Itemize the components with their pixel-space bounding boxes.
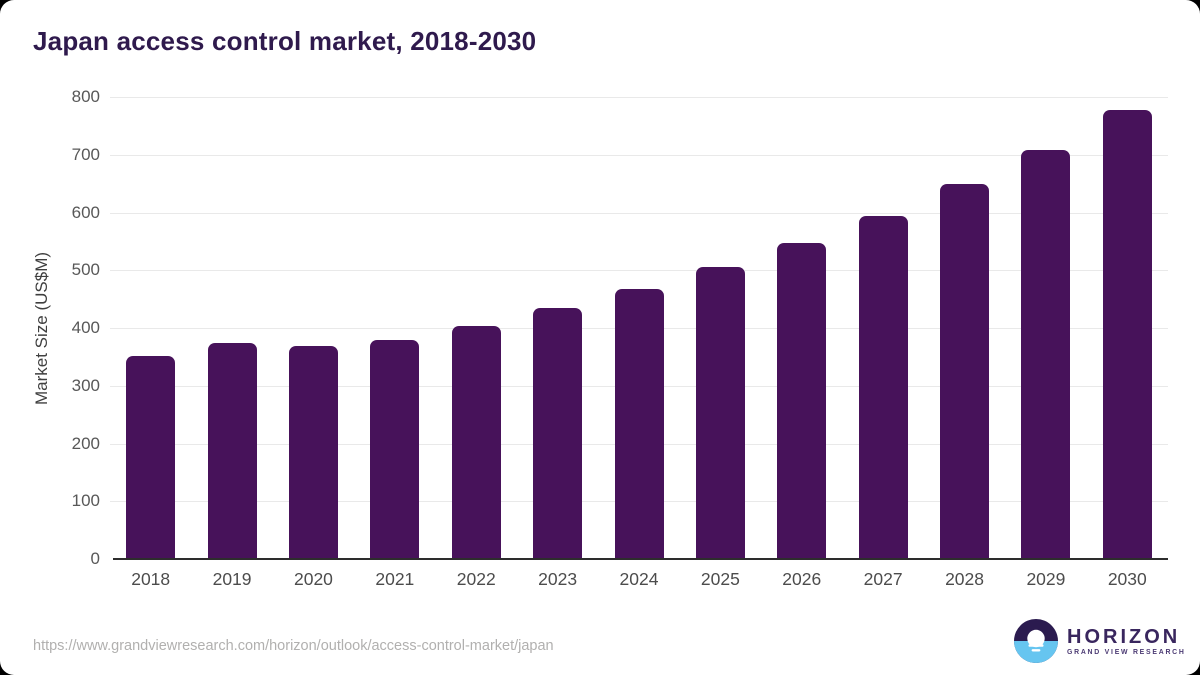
x-tick-label-2025: 2025 [700,569,740,589]
x-tick-label-2023: 2023 [538,569,578,589]
bar-2027 [858,215,908,558]
x-tick-label-2019: 2019 [212,569,252,589]
source-url: https://www.grandviewresearch.com/horizo… [33,638,554,654]
y-tick-label-0: 0 [90,549,100,568]
page-title: Japan access control market, 2018-2030 [33,26,537,56]
y-tick-label-400: 400 [71,318,100,337]
x-tick-label-2021: 2021 [375,569,415,589]
y-tick-label-800: 800 [71,87,100,106]
y-tick-label-200: 200 [71,433,100,453]
x-axis-line [113,558,1168,560]
x-tick-label-2028: 2028 [945,569,984,589]
logo-subtitle: GRAND VIEW RESEARCH [1067,648,1186,656]
gridline-800 [110,97,1168,98]
x-tick-label-2029: 2029 [1026,569,1066,589]
x-tick-label-2022: 2022 [456,569,496,589]
y-axis-ticks: 0 100 200 300 400 500 600 700 800 [0,88,100,568]
y-tick-label-500: 500 [71,260,100,280]
y-tick-label-100: 100 [71,491,100,511]
plot-area [110,97,1168,560]
x-axis-labels: 2018 2019 2020 2021 2022 2023 2024 2025 2026 2027… [110,569,1168,593]
y-tick-label-300: 300 [71,375,100,395]
x-tick-label-2027: 2027 [863,569,903,589]
bar-2021 [370,339,420,558]
bar-2025 [695,266,745,558]
bar-2023 [533,307,583,558]
x-tick-label-2026: 2026 [782,569,822,589]
bar-2019 [207,343,257,558]
bar-2024 [614,289,664,558]
x-tick-label-2024: 2024 [619,569,659,589]
logo-title: HORIZON [1067,625,1181,648]
footer: https://www.grandviewresearch.com/horizo… [0,612,1200,675]
bar-2020 [288,346,338,558]
y-tick-label-600: 600 [71,202,100,222]
y-tick-label-700: 700 [71,144,100,164]
horizon-logo-icon [1014,619,1058,663]
bar-2030 [1102,110,1152,558]
bar-2026 [777,243,827,558]
gridline-500 [110,270,1168,272]
gridline-700 [110,154,1168,156]
x-tick-label-2020: 2020 [293,569,333,589]
horizon-logo: HORIZON GRAND VIEW RESEARCH [1014,619,1186,663]
bar-2018 [126,355,176,558]
bar-2029 [1021,150,1071,558]
x-tick-label-2018: 2018 [131,569,171,589]
bar-2028 [940,184,990,558]
gridline-600 [110,212,1168,214]
logo-text: HORIZON GRAND VIEW RESEARCH [1067,627,1186,656]
bar-2022 [451,325,501,558]
x-tick-label-2030: 2030 [1107,569,1147,589]
